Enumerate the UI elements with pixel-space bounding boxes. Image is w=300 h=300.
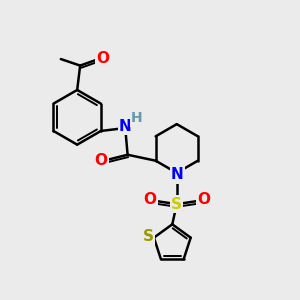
Text: N: N	[119, 119, 132, 134]
Text: O: O	[197, 192, 210, 207]
Text: S: S	[143, 229, 154, 244]
Text: O: O	[95, 153, 108, 168]
Text: S: S	[171, 196, 182, 211]
Text: N: N	[171, 167, 184, 182]
Text: H: H	[131, 112, 142, 125]
Text: O: O	[143, 192, 157, 207]
Text: O: O	[96, 51, 109, 66]
